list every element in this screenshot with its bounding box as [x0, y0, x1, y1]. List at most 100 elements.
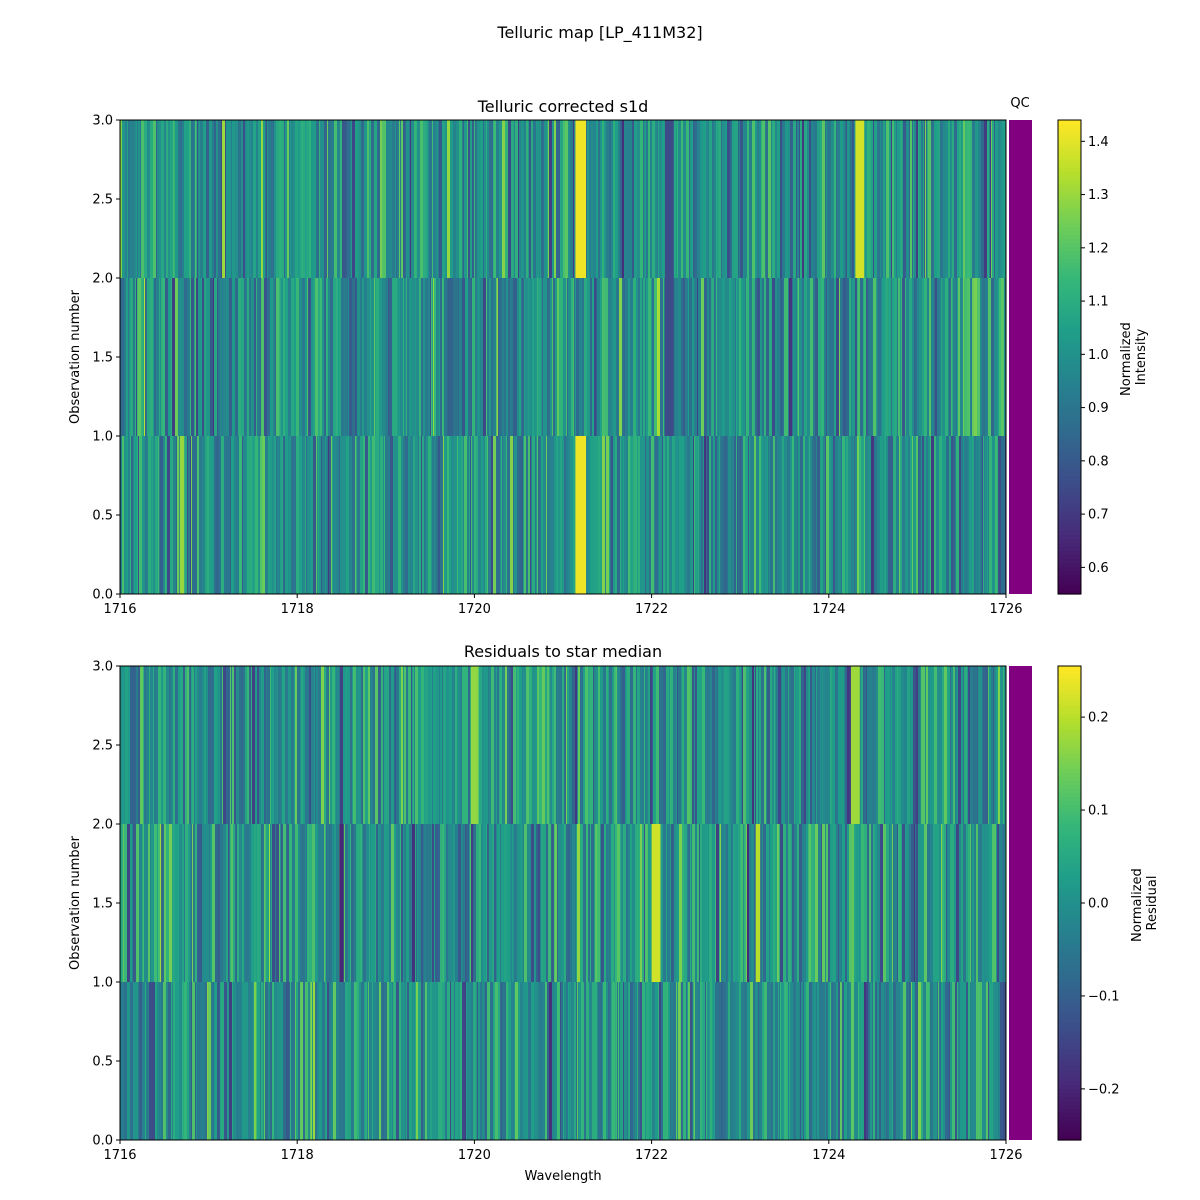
heatmap-cell: [184, 278, 188, 436]
heatmap-cell: [286, 824, 288, 982]
heatmap-cell: [595, 824, 598, 982]
heatmap-cell: [403, 120, 406, 278]
heatmap-cell: [870, 278, 874, 436]
heatmap-cell: [179, 278, 182, 436]
heatmap-cell: [329, 824, 331, 982]
colorbar-segment: [1058, 752, 1081, 758]
heatmap-cell: [711, 278, 713, 436]
heatmap-cell: [770, 436, 774, 594]
heatmap-cell: [694, 982, 696, 1140]
heatmap-cell: [361, 982, 365, 1140]
heatmap-cell: [458, 436, 462, 594]
heatmap-cell: [628, 278, 631, 436]
heatmap-cell: [191, 120, 195, 278]
colorbar-segment: [1058, 538, 1081, 544]
heatmap-cell: [846, 278, 850, 436]
heatmap-cell: [643, 120, 645, 278]
heatmap-cell: [728, 436, 732, 594]
heatmap-cell: [328, 436, 330, 594]
heatmap-cell: [136, 666, 139, 824]
heatmap-cell: [325, 436, 327, 594]
heatmap-cell: [650, 120, 653, 278]
heatmap-cell: [415, 278, 417, 436]
heatmap-cell: [489, 278, 492, 436]
heatmap-cell: [584, 278, 588, 436]
heatmap-cell: [491, 436, 494, 594]
heatmap-cell: [617, 982, 619, 1140]
heatmap-cell: [543, 824, 547, 982]
heatmap-cell: [287, 120, 290, 278]
heatmap-telluric: [120, 120, 1007, 594]
colorbar-segment: [1058, 1084, 1081, 1090]
heatmap-cell: [406, 120, 410, 278]
heatmap-cell: [385, 278, 389, 436]
heatmap-cell: [513, 278, 517, 436]
heatmap-cell: [145, 982, 147, 1140]
heatmap-cell: [883, 120, 886, 278]
heatmap-cell: [329, 666, 331, 824]
heatmap-cell: [524, 436, 527, 594]
heatmap-cell: [404, 278, 407, 436]
heatmap-cell: [822, 120, 826, 278]
heatmap-cell: [331, 436, 333, 594]
heatmap-cell: [464, 436, 468, 594]
heatmap-cell: [197, 120, 199, 278]
heatmap-cell: [446, 278, 448, 436]
colorbar-segment: [1058, 234, 1081, 240]
heatmap-cell: [804, 278, 808, 436]
heatmap-cell: [943, 436, 947, 594]
colorbar-segment: [1058, 827, 1081, 833]
heatmap-cell: [833, 824, 835, 982]
heatmap-cell: [616, 666, 618, 824]
heatmap-cell: [739, 982, 742, 1140]
heatmap-cell: [379, 278, 383, 436]
heatmap-cell: [386, 824, 390, 982]
heatmap-cell: [144, 666, 147, 824]
heatmap-cell: [790, 982, 794, 1140]
heatmap-cell: [747, 982, 751, 1140]
heatmap-cell: [658, 436, 660, 594]
heatmap-cell: [799, 278, 803, 436]
colorbar-segment: [1058, 1076, 1081, 1082]
heatmap-cell: [705, 824, 709, 982]
heatmap-cell: [934, 436, 937, 594]
heatmap-cell: [205, 436, 208, 594]
heatmap-cell: [803, 436, 806, 594]
heatmap-cell: [736, 278, 738, 436]
heatmap-cell: [681, 666, 683, 824]
y-tick-label: 2.0: [92, 818, 113, 833]
heatmap-cell: [737, 436, 739, 594]
heatmap-cell: [958, 982, 961, 1140]
heatmap-cell: [959, 824, 962, 982]
colorbar-segment: [1058, 432, 1081, 437]
colorbar-segment: [1058, 503, 1081, 508]
heatmap-cell: [812, 436, 815, 594]
heatmap-cell: [467, 982, 471, 1140]
heatmap-cell: [708, 120, 710, 278]
heatmap-cell: [580, 666, 584, 824]
heatmap-cell: [762, 824, 764, 982]
x-tick-label: 1718: [281, 1148, 314, 1163]
heatmap-cell: [995, 278, 999, 436]
heatmap-cell: [975, 120, 979, 278]
heatmap-cell: [735, 120, 739, 278]
heatmap-cell: [542, 278, 544, 436]
heatmap-cell: [408, 436, 411, 594]
heatmap-cell: [990, 120, 992, 278]
x-tick-label: 1718: [281, 602, 314, 617]
heatmap-cell: [968, 436, 970, 594]
heatmap-cell: [533, 120, 537, 278]
heatmap-cell: [777, 824, 780, 982]
heatmap-cell: [274, 120, 277, 278]
heatmap-cell: [407, 982, 410, 1140]
heatmap-cell: [593, 666, 595, 824]
colorbar-segment: [1058, 357, 1081, 362]
heatmap-cell: [970, 982, 974, 1140]
heatmap-cell: [873, 278, 877, 436]
heatmap-cell: [849, 120, 851, 278]
heatmap-cell: [293, 666, 295, 824]
heatmap-cell: [129, 278, 131, 436]
heatmap-cell: [445, 982, 448, 1140]
heatmap-cell: [913, 120, 915, 278]
heatmap-cell: [982, 666, 984, 824]
